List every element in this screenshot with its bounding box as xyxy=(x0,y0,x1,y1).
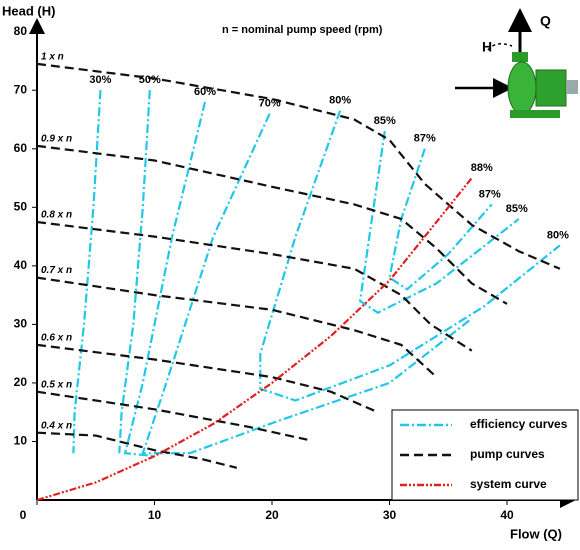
x-tick-label: 0 xyxy=(20,508,27,522)
x-tick-label: 10 xyxy=(148,508,162,522)
curve-label: 85% xyxy=(374,115,396,127)
curve xyxy=(37,345,378,412)
curve-label: 0.8 x n xyxy=(41,210,72,221)
curve xyxy=(37,222,472,351)
curve-label: 87% xyxy=(479,188,501,200)
curve xyxy=(143,114,472,454)
legend: efficiency curves pump curves system curve xyxy=(392,410,578,500)
x-tick-label: 30 xyxy=(383,508,397,522)
y-tick-label: 80 xyxy=(14,24,28,38)
curve xyxy=(37,392,307,440)
x-tick-label: 40 xyxy=(500,508,514,522)
y-tick-label: 30 xyxy=(14,317,28,331)
x-axis-label: Flow (Q) xyxy=(510,526,562,541)
chart: Head (H) Flow (Q) n = nominal pump speed… xyxy=(0,0,580,545)
pump-icon: H Q xyxy=(455,13,578,118)
icon-part xyxy=(510,110,560,118)
legend-label: system curve xyxy=(470,477,547,491)
curve xyxy=(37,146,507,304)
icon-label: Q xyxy=(540,13,551,29)
curve-label: 30% xyxy=(89,74,111,86)
icon-part xyxy=(508,62,536,114)
y-tick-label: 60 xyxy=(14,141,28,155)
curve-label: 85% xyxy=(506,203,528,215)
y-tick-label: 70 xyxy=(14,82,28,96)
y-tick-label: 20 xyxy=(14,375,28,389)
legend-label: pump curves xyxy=(470,447,545,461)
curve xyxy=(37,278,437,378)
icon-part xyxy=(536,70,566,106)
curve-label: 80% xyxy=(329,95,351,107)
curve-label: 88% xyxy=(471,162,493,174)
curve-label: 1 x n xyxy=(41,52,64,63)
legend-label: efficiency curves xyxy=(470,417,568,431)
curve-label: 0.7 x n xyxy=(41,265,72,276)
y-tick-label: 10 xyxy=(14,434,28,448)
curve xyxy=(37,433,237,468)
note: n = nominal pump speed (rpm) xyxy=(222,24,383,36)
y-tick-label: 40 xyxy=(14,258,28,272)
x-tick-label: 20 xyxy=(265,508,279,522)
curve-label: 0.5 x n xyxy=(41,379,72,390)
curve xyxy=(119,90,150,453)
curve-label: 0.4 x n xyxy=(41,420,72,431)
icon-part xyxy=(566,80,578,94)
curve-label: 87% xyxy=(414,133,436,145)
y-tick-label: 50 xyxy=(14,199,28,213)
icon-part xyxy=(512,52,528,62)
icon-label: H xyxy=(482,39,492,55)
y-axis-label: Head (H) xyxy=(2,3,55,18)
curve-label: 0.6 x n xyxy=(41,333,72,344)
curve-label: 80% xyxy=(547,229,569,241)
curve-label: 0.9 x n xyxy=(41,133,72,144)
